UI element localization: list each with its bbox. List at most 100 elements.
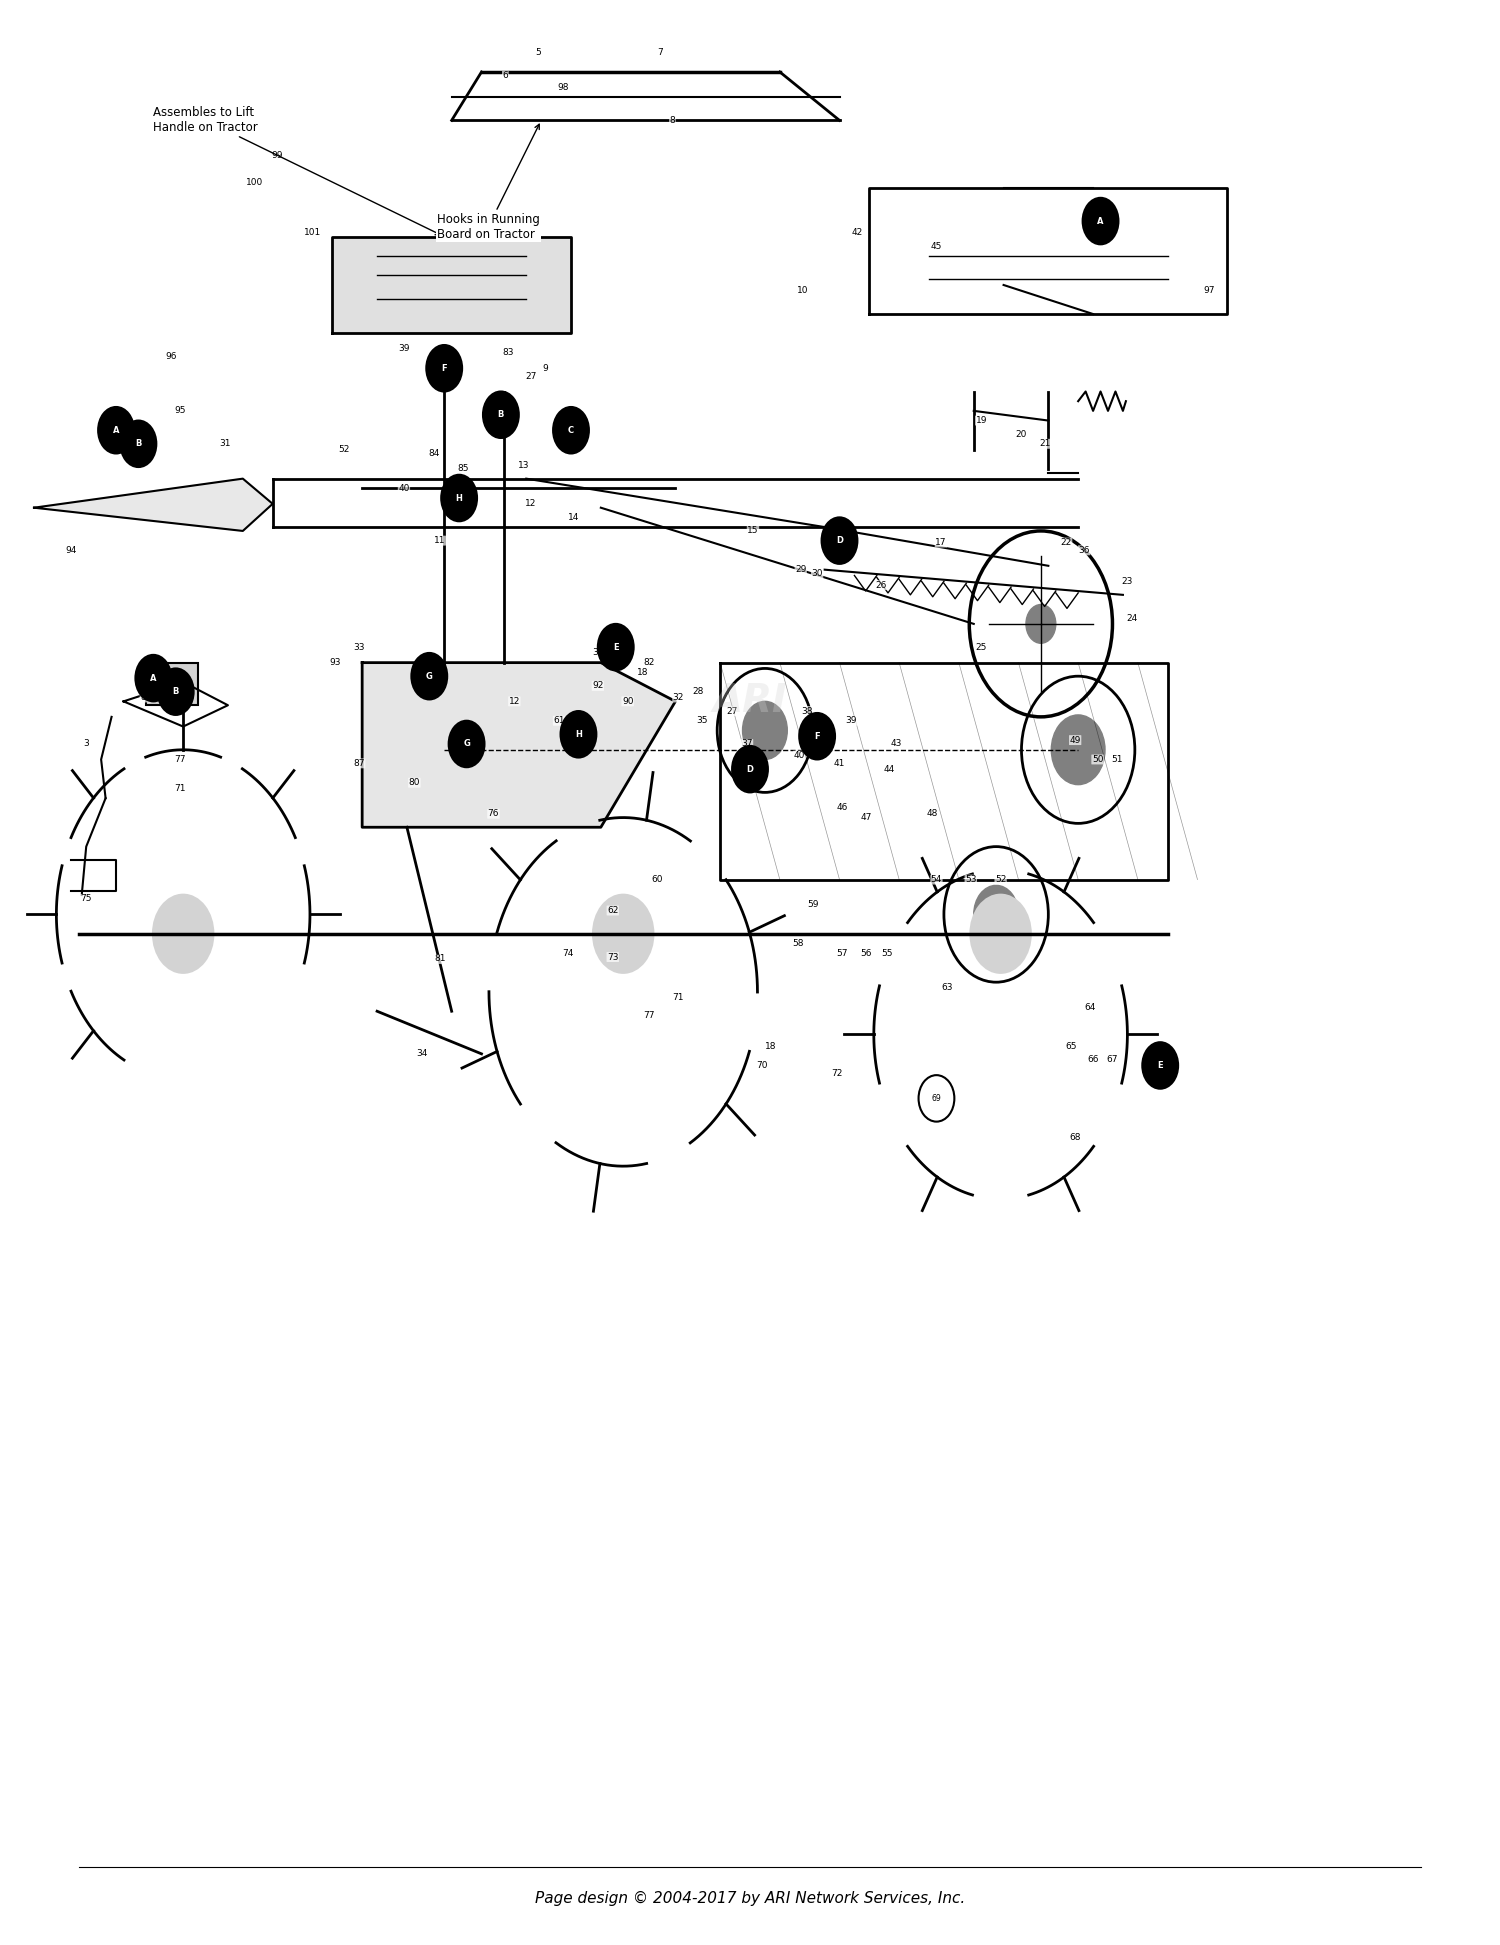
Text: 94: 94 (66, 547, 76, 554)
Text: A: A (1098, 216, 1104, 226)
Text: 23: 23 (1122, 578, 1132, 585)
Text: 52: 52 (339, 445, 350, 453)
Text: 38: 38 (801, 706, 813, 716)
Text: 21: 21 (1040, 440, 1052, 447)
Text: 62: 62 (608, 906, 618, 914)
Text: 61: 61 (554, 716, 566, 725)
Text: 65: 65 (1065, 1043, 1077, 1050)
Text: 20: 20 (1016, 430, 1028, 440)
Text: 19: 19 (975, 416, 987, 426)
Text: 29: 29 (795, 566, 807, 574)
Text: H: H (456, 494, 462, 502)
Text: 77: 77 (644, 1011, 654, 1019)
Text: A: A (112, 426, 120, 436)
Text: 24: 24 (1126, 613, 1137, 622)
Text: 86: 86 (140, 692, 152, 702)
Text: 81: 81 (433, 955, 445, 963)
Text: 39: 39 (846, 716, 856, 725)
Circle shape (974, 885, 1018, 943)
Text: 99: 99 (272, 150, 284, 159)
Text: 72: 72 (831, 1068, 842, 1078)
Text: 83: 83 (503, 348, 515, 358)
Text: 73: 73 (608, 953, 618, 961)
Text: 5: 5 (536, 49, 542, 56)
Text: 18: 18 (765, 1043, 777, 1050)
Text: 15: 15 (747, 527, 759, 535)
Text: H: H (574, 729, 582, 739)
Text: 27: 27 (525, 371, 537, 381)
Text: 97: 97 (1203, 286, 1215, 296)
Text: 11: 11 (433, 537, 445, 545)
Circle shape (598, 624, 633, 671)
Text: 13: 13 (518, 461, 530, 469)
Text: 27: 27 (726, 706, 738, 716)
Polygon shape (333, 237, 572, 333)
Text: 17: 17 (934, 539, 946, 547)
Text: B: B (135, 440, 141, 447)
Text: E: E (1158, 1060, 1162, 1070)
Text: D: D (836, 537, 843, 545)
Text: 41: 41 (834, 759, 844, 768)
Text: 92: 92 (592, 681, 603, 690)
Text: 33: 33 (354, 642, 364, 652)
Text: 30: 30 (812, 570, 824, 578)
Text: 46: 46 (837, 803, 848, 813)
Circle shape (98, 407, 134, 453)
Text: 95: 95 (174, 407, 186, 416)
Circle shape (742, 702, 788, 759)
Text: 48: 48 (927, 809, 938, 819)
Text: 60: 60 (652, 875, 663, 885)
Text: 22: 22 (1060, 539, 1072, 547)
Text: Assembles to Lift
Handle on Tractor: Assembles to Lift Handle on Tractor (153, 107, 441, 235)
Text: 50: 50 (1092, 755, 1104, 764)
Text: 52: 52 (994, 875, 1006, 885)
Text: 40: 40 (398, 484, 410, 492)
Text: G: G (426, 671, 432, 681)
Circle shape (158, 669, 194, 716)
Circle shape (441, 475, 477, 521)
Circle shape (120, 420, 156, 467)
Text: 54: 54 (932, 875, 942, 885)
Text: 84: 84 (427, 449, 439, 457)
Text: 87: 87 (354, 759, 364, 768)
Circle shape (561, 712, 597, 757)
Text: 101: 101 (304, 228, 321, 237)
Text: 39: 39 (398, 344, 410, 354)
Text: 32: 32 (672, 692, 684, 702)
Text: 90: 90 (622, 696, 633, 706)
Circle shape (411, 654, 447, 700)
Polygon shape (362, 663, 675, 827)
Text: 55: 55 (882, 949, 892, 957)
Text: 64: 64 (1084, 1004, 1096, 1011)
Text: 40: 40 (794, 751, 806, 760)
Circle shape (800, 714, 836, 759)
Circle shape (732, 747, 768, 792)
Text: 66: 66 (1088, 1054, 1100, 1064)
Text: 74: 74 (562, 949, 573, 957)
Text: 44: 44 (884, 764, 894, 774)
Text: B: B (498, 410, 504, 420)
Text: 3: 3 (84, 739, 88, 749)
Bar (146, 663, 198, 706)
Text: 56: 56 (861, 949, 871, 957)
Text: ARI: ARI (712, 683, 788, 720)
Text: 49: 49 (1070, 735, 1082, 745)
Text: 100: 100 (246, 177, 264, 187)
Text: 12: 12 (525, 500, 537, 508)
Text: 80: 80 (408, 778, 420, 788)
Text: 96: 96 (165, 352, 177, 362)
Text: B: B (172, 687, 178, 696)
Text: 31: 31 (219, 440, 231, 447)
Circle shape (1143, 1043, 1178, 1089)
Text: 9: 9 (543, 364, 549, 373)
Text: 26: 26 (876, 582, 886, 589)
Circle shape (448, 722, 484, 766)
Text: 10: 10 (796, 286, 808, 296)
Circle shape (483, 391, 519, 438)
Text: 77: 77 (174, 755, 186, 764)
Circle shape (594, 895, 652, 972)
Circle shape (1052, 716, 1106, 784)
Text: 33: 33 (592, 648, 603, 657)
Text: Hooks in Running
Board on Tractor: Hooks in Running Board on Tractor (436, 124, 540, 241)
Text: 58: 58 (792, 939, 804, 947)
